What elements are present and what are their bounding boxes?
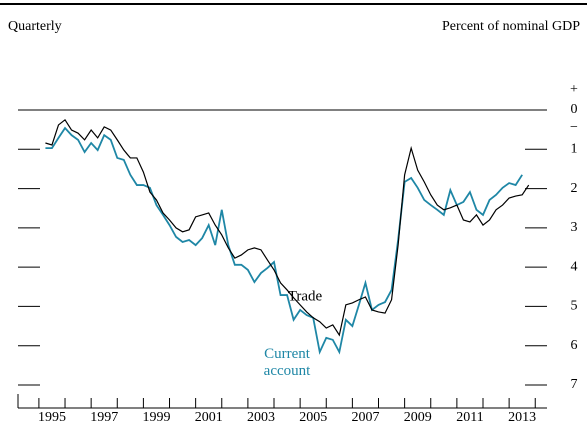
- x-tick-label: 2003: [247, 410, 275, 424]
- y-tick-label: 3: [571, 220, 578, 235]
- x-tick-label: 2001: [195, 410, 223, 424]
- series-label: Trade: [288, 288, 323, 304]
- series-line: [45, 118, 530, 337]
- y-sign-label: −: [570, 120, 578, 135]
- y-tick-label: 2: [571, 181, 578, 196]
- x-tick-label: 2007: [351, 410, 379, 424]
- y-axis-label: Percent of nominal GDP: [442, 19, 580, 34]
- x-tick-label: 2013: [508, 410, 536, 424]
- x-tick-label: 2011: [456, 410, 483, 424]
- series-line: [45, 126, 523, 355]
- x-tick-label: 1997: [90, 410, 118, 424]
- y-sign-label: +: [570, 82, 578, 97]
- y-tick-label: 6: [571, 338, 578, 353]
- y-tick-label: 1: [571, 142, 578, 157]
- x-tick-label: 2005: [299, 410, 327, 424]
- y-tick-label: 4: [571, 259, 578, 274]
- y-tick-label: 7: [571, 377, 578, 392]
- x-tick-label: 1999: [142, 410, 170, 424]
- y-tick-label: 0: [571, 102, 578, 117]
- x-tick-label: 1995: [38, 410, 66, 424]
- subtitle-left: Quarterly: [8, 19, 62, 34]
- series-label: Current account: [263, 346, 311, 379]
- x-tick-label: 2009: [404, 410, 432, 424]
- y-tick-label: 5: [571, 299, 578, 314]
